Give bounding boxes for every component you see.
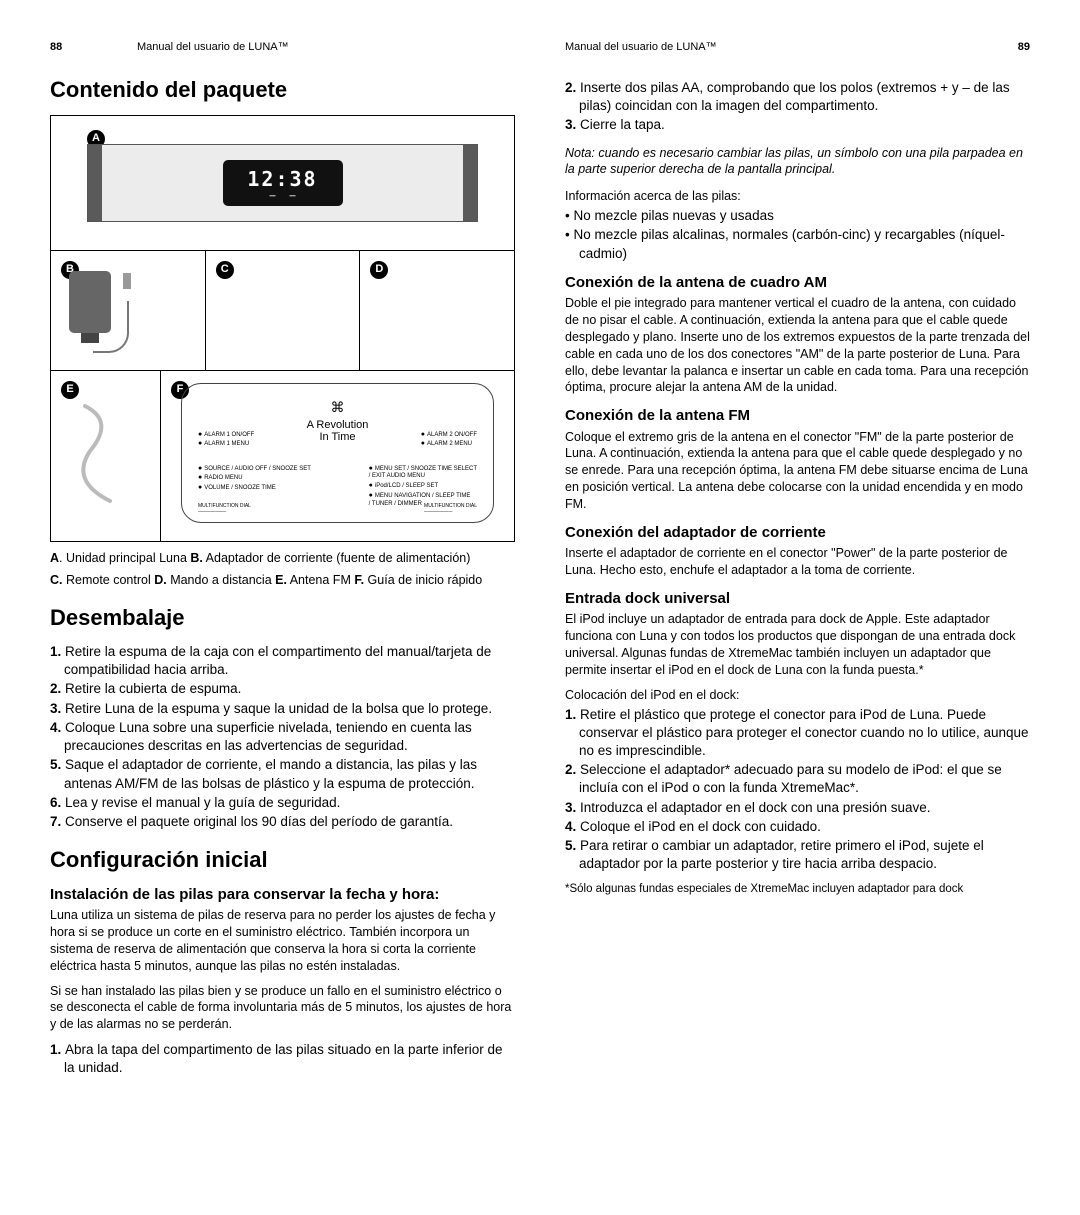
- label-c: C: [216, 261, 234, 279]
- fm-antenna-icon: [75, 401, 125, 511]
- list-item: 1. Retire el plástico que protege el con…: [565, 706, 1030, 761]
- list-item: 5. Saque el adaptador de corriente, el m…: [50, 756, 515, 792]
- pilas-steps-cont: 2. Inserte dos pilas AA, comprobando que…: [565, 79, 1030, 135]
- page-spread: 88 Manual del usuario de LUNA™ Contenido…: [50, 40, 1030, 1079]
- dock-steps: 1. Retire el plástico que protege el con…: [565, 706, 1030, 874]
- power-para: Inserte el adaptador de corriente en el …: [565, 545, 1030, 579]
- diagram-cell-e: E: [51, 371, 161, 541]
- right-page: Manual del usuario de LUNA™ 89 2. Insert…: [565, 40, 1030, 1079]
- footnote: *Sólo algunas fundas especiales de Xtrem…: [565, 882, 1030, 898]
- list-item: 3. Cierre la tapa.: [565, 116, 1030, 134]
- clock-time: 12:38: [247, 166, 317, 193]
- pilas-para2: Si se han instalado las pilas bien y se …: [50, 983, 515, 1034]
- subheading-dock: Entrada dock universal: [565, 589, 1030, 609]
- list-item: 2. Inserte dos pilas AA, comprobando que…: [565, 79, 1030, 115]
- pilas-para1: Luna utiliza un sistema de pilas de rese…: [50, 907, 515, 975]
- subheading-am: Conexión de la antena de cuadro AM: [565, 273, 1030, 293]
- left-page: 88 Manual del usuario de LUNA™ Contenido…: [50, 40, 515, 1079]
- right-header: Manual del usuario de LUNA™ 89: [565, 40, 1030, 55]
- dock-para: El iPod incluye un adaptador de entrada …: [565, 611, 1030, 679]
- page-number-left: 88: [50, 40, 62, 55]
- diagram-cell-d: D: [360, 251, 514, 370]
- manual-title-left: Manual del usuario de LUNA™: [137, 40, 289, 55]
- list-item: 7. Conserve el paquete original los 90 d…: [50, 813, 515, 831]
- list-item: 3. Retire Luna de la espuma y saque la u…: [50, 700, 515, 718]
- list-item: No mezcle pilas nuevas y usadas: [565, 207, 1030, 225]
- list-item: 4. Coloque Luna sobre una superficie niv…: [50, 719, 515, 755]
- unpacking-list: 1. Retire la espuma de la caja con el co…: [50, 643, 515, 831]
- quick-start-card: ⌘ A Revolution In Time ALARM 1 ON/OFFALA…: [181, 383, 494, 523]
- card-text: ⌘ A Revolution In Time: [307, 400, 369, 444]
- label-d: D: [370, 261, 388, 279]
- heading-config: Configuración inicial: [50, 845, 515, 875]
- diagram-cell-f: F ⌘ A Revolution In Time ALARM 1 ON/OFFA…: [161, 371, 514, 541]
- list-item: 1. Abra la tapa del compartimento de las…: [50, 1041, 515, 1077]
- list-item: No mezcle pilas alcalinas, normales (car…: [565, 226, 1030, 262]
- manual-title-right: Manual del usuario de LUNA™: [565, 40, 717, 55]
- list-item: 5. Para retirar o cambiar un adaptador, …: [565, 837, 1030, 873]
- list-item: 3. Introduzca el adaptador en el dock co…: [565, 799, 1030, 817]
- list-item: 2. Seleccione el adaptador* adecuado par…: [565, 761, 1030, 797]
- list-item: 1. Retire la espuma de la caja con el co…: [50, 643, 515, 679]
- heading-desembalaje: Desembalaje: [50, 603, 515, 633]
- list-item: 6. Lea y revise el manual y la guía de s…: [50, 794, 515, 812]
- left-header: 88 Manual del usuario de LUNA™: [50, 40, 515, 55]
- device-screen: 12:38 ▬▬▬▬: [223, 160, 343, 206]
- battery-note: Nota: cuando es necesario cambiar las pi…: [565, 145, 1030, 179]
- power-adapter-icon: [69, 271, 111, 333]
- heading-contenido: Contenido del paquete: [50, 75, 515, 105]
- diagram-cell-c: C: [206, 251, 361, 370]
- battery-info-list: No mezcle pilas nuevas y usadas No mezcl…: [565, 207, 1030, 263]
- diagram-row-bcd: B C D: [51, 251, 514, 371]
- page-number-right: 89: [1018, 40, 1030, 55]
- subheading-pilas: Instalación de las pilas para conservar …: [50, 885, 515, 905]
- diagram-cell-b: B: [51, 251, 206, 370]
- dock-sub: Colocación del iPod en el dock:: [565, 687, 1030, 704]
- battery-info-title: Información acerca de las pilas:: [565, 188, 1030, 205]
- caption-line1: A. Unidad principal Luna B. Adaptador de…: [50, 550, 515, 567]
- diagram-row-ef: E F ⌘ A Revolution In Time ALAR: [51, 371, 514, 541]
- luna-device-illustration: 12:38 ▬▬▬▬: [87, 144, 478, 222]
- list-item: 2. Retire la cubierta de espuma.: [50, 680, 515, 698]
- pilas-steps-start: 1. Abra la tapa del compartimento de las…: [50, 1041, 515, 1077]
- subheading-power: Conexión del adaptador de corriente: [565, 523, 1030, 543]
- subheading-fm: Conexión de la antena FM: [565, 406, 1030, 426]
- package-diagram: A 12:38 ▬▬▬▬ B C: [50, 115, 515, 542]
- fm-para: Coloque el extremo gris de la antena en …: [565, 429, 1030, 513]
- label-e: E: [61, 381, 79, 399]
- list-item: 4. Coloque el iPod en el dock con cuidad…: [565, 818, 1030, 836]
- am-para: Doble el pie integrado para mantener ver…: [565, 295, 1030, 396]
- caption-line2: C. Remote control D. Mando a distancia E…: [50, 572, 515, 589]
- diagram-section-a: A 12:38 ▬▬▬▬: [51, 116, 514, 251]
